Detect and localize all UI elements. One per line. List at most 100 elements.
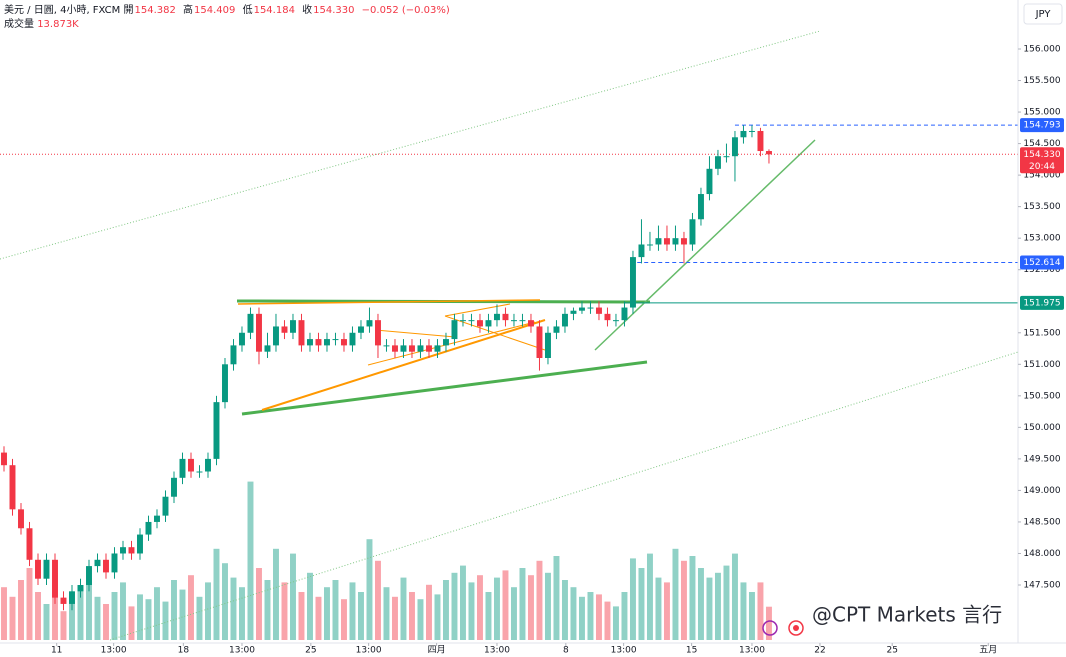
legend-row: 美元 / 日圓, 4小時, FXCM 開154.382 高154.409 低15… <box>4 4 454 18</box>
symbol: 美元 / 日圓, 4小時, FXCM <box>4 5 121 16</box>
price-tag <box>1020 147 1064 174</box>
candle-body <box>43 559 50 579</box>
volume-bar <box>86 577 92 640</box>
alert-icon[interactable] <box>762 620 778 636</box>
volume-bar <box>570 587 577 640</box>
volume-bar <box>757 582 764 640</box>
volume-bar <box>18 580 24 640</box>
volume-bar <box>230 577 237 640</box>
volume-bar <box>612 606 619 640</box>
candle-body <box>137 534 143 554</box>
volume-bar <box>375 560 381 640</box>
volume-bar <box>383 587 390 640</box>
record-icon[interactable] <box>788 620 804 636</box>
candle-body <box>570 310 577 314</box>
y-tick-label: 152.500 <box>1023 265 1060 275</box>
volume-bar <box>60 611 67 640</box>
volume-bar <box>128 606 135 640</box>
trend-line <box>444 315 546 351</box>
candle-body <box>375 320 381 346</box>
candle-body <box>621 307 628 321</box>
volume-bar <box>366 539 373 640</box>
candle-body <box>162 496 169 516</box>
candle-body <box>434 345 441 352</box>
x-tick-label: 13:00 <box>356 646 382 656</box>
candle-body <box>409 345 415 352</box>
y-tick-label: 156.000 <box>1023 44 1060 54</box>
y-tick-label: 148.500 <box>1023 517 1060 527</box>
candle-body <box>120 547 126 554</box>
x-tick-label: 13:00 <box>611 646 637 656</box>
candle-body <box>604 313 611 321</box>
candle-body <box>341 339 347 346</box>
candle-body <box>392 345 398 352</box>
volume-bar <box>595 594 602 640</box>
candle-body <box>111 553 118 573</box>
trend-line <box>594 139 816 351</box>
candle-body <box>476 320 483 327</box>
candle-body <box>451 320 458 340</box>
y-tick-label: 149.000 <box>1023 486 1060 496</box>
y-tick-label: 151.500 <box>1023 328 1060 338</box>
x-tick-label: 22 <box>814 646 825 656</box>
volume-bar <box>553 556 560 640</box>
candle-body <box>222 364 228 403</box>
candle-body <box>154 515 160 522</box>
volume-layer <box>1 481 772 640</box>
legend-row: 成交量 13.873K <box>4 18 454 32</box>
volume-bar <box>315 596 322 640</box>
volume-bar <box>213 548 220 640</box>
candle-body <box>77 585 84 592</box>
currency-box[interactable] <box>1023 3 1063 25</box>
volume-bar <box>655 577 662 640</box>
volume-bar <box>697 568 704 640</box>
volume-bar <box>409 592 415 640</box>
x-tick-label: 15 <box>686 646 697 656</box>
candle-body <box>213 402 220 459</box>
candle-body <box>1 452 7 466</box>
candle-body <box>536 326 543 358</box>
candle-body <box>544 332 551 358</box>
y-tick-label: 151.000 <box>1023 360 1060 370</box>
candle-body <box>706 168 713 195</box>
candle-body <box>188 458 194 472</box>
volume-bar <box>35 592 41 640</box>
candle-body <box>298 320 305 346</box>
candle-body <box>485 320 492 327</box>
candle-body <box>230 345 237 365</box>
candle-body <box>714 156 721 169</box>
x-tick-label: 五月 <box>979 645 997 656</box>
price-tag <box>1020 255 1064 270</box>
candle-body <box>655 238 662 245</box>
y-tick-label: 153.500 <box>1023 202 1060 212</box>
volume-bar <box>544 572 551 640</box>
close-value: 154.330 <box>313 5 355 16</box>
volume-bar <box>706 577 713 640</box>
volume-bar <box>468 582 475 640</box>
volume-bar <box>77 587 84 640</box>
volume-bar <box>765 606 772 640</box>
volume-bar <box>392 596 398 640</box>
volume-bar <box>239 587 245 640</box>
volume-bar <box>290 553 296 640</box>
drawings <box>0 30 1019 641</box>
y-tick-label: 150.500 <box>1023 391 1060 401</box>
trend-line <box>261 319 546 411</box>
volume-bar <box>332 580 339 640</box>
volume-bar <box>527 575 534 640</box>
candle-body <box>612 320 619 322</box>
candle-body <box>561 313 568 327</box>
candle-body <box>358 326 364 333</box>
high-value: 154.409 <box>194 5 236 16</box>
volume-bar <box>358 592 364 640</box>
x-tick-label: 13:00 <box>484 646 510 656</box>
y-tick-label: 149.500 <box>1023 454 1060 464</box>
x-tick-label: 四月 <box>428 645 446 656</box>
trend-line <box>444 303 511 317</box>
volume-bar <box>171 580 177 640</box>
volume-bar <box>9 596 16 640</box>
volume-bar <box>493 577 500 640</box>
candle-body <box>171 477 177 497</box>
